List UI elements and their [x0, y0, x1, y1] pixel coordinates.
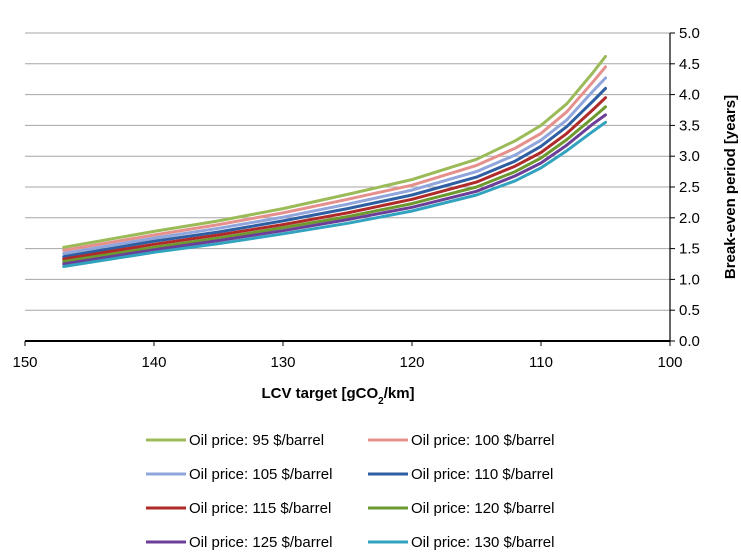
legend-label: Oil price: 105 $/barrel — [189, 466, 332, 483]
legend-label: Oil price: 120 $/barrel — [411, 500, 554, 517]
x-tick-label: 120 — [399, 354, 424, 371]
x-tick-label: 110 — [529, 354, 553, 371]
y-tick-label: 1.5 — [679, 241, 700, 258]
legend-label: Oil price: 130 $/barrel — [411, 534, 554, 551]
y-tick-label: 0.5 — [679, 302, 700, 319]
y-axis-ticks: 0.0 0.5 1.0 1.5 2.0 2.5 3.0 3.5 4.0 4.5 5.0 — [670, 25, 700, 350]
y-tick-label: 1.0 — [679, 271, 700, 288]
series-lines — [62, 54, 607, 268]
x-axis-title: LCV target [gCO2/km] — [261, 385, 414, 407]
x-axis-ticks: 150 140 130 120 110 100 — [12, 341, 683, 371]
series-line — [62, 65, 607, 252]
x-tick-label: 140 — [141, 354, 166, 371]
series-line — [62, 120, 607, 268]
y-axis-title: Break-even period [years] — [722, 95, 739, 279]
series-line — [62, 105, 607, 263]
series-line — [62, 54, 607, 249]
series-line — [62, 86, 607, 259]
series-line — [62, 96, 607, 261]
series-line — [62, 113, 607, 266]
y-tick-label: 4.0 — [679, 87, 700, 104]
gridlines — [25, 32, 670, 311]
legend: Oil price: 95 $/barrel Oil price: 100 $/b… — [146, 432, 554, 551]
y-tick-label: 3.5 — [679, 117, 700, 134]
y-tick-label: 2.0 — [679, 210, 700, 227]
y-tick-label: 3.0 — [679, 148, 700, 165]
legend-label: Oil price: 110 $/barrel — [411, 466, 553, 483]
x-tick-label: 150 — [12, 354, 37, 371]
y-tick-label: 0.0 — [679, 333, 700, 350]
legend-label: Oil price: 95 $/barrel — [189, 432, 324, 449]
y-tick-label: 5.0 — [679, 25, 700, 42]
y-tick-label: 4.5 — [679, 56, 700, 73]
legend-label: Oil price: 100 $/barrel — [411, 432, 554, 449]
series-line — [62, 76, 607, 255]
x-tick-label: 130 — [270, 354, 295, 371]
x-tick-label: 100 — [657, 354, 682, 371]
legend-label: Oil price: 115 $/barrel — [189, 500, 331, 517]
y-tick-label: 2.5 — [679, 179, 700, 196]
legend-label: Oil price: 125 $/barrel — [189, 534, 332, 551]
